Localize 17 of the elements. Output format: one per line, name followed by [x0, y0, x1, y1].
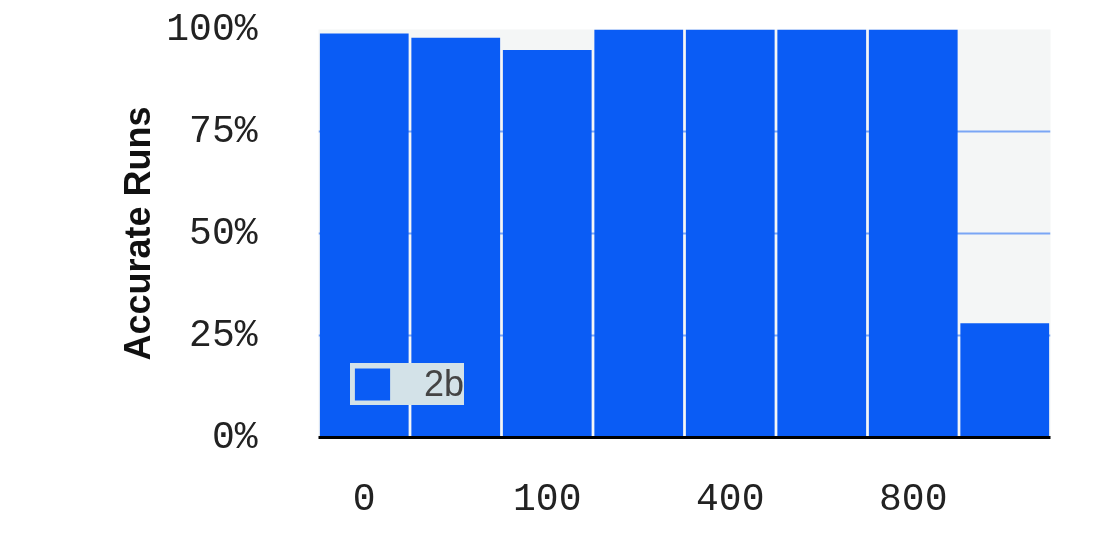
y-tick-label: 25% — [189, 314, 258, 357]
legend-label: 2b — [424, 363, 465, 405]
y-tick-label: 50% — [189, 212, 258, 255]
y-axis-title: Accurate Runs — [117, 106, 159, 361]
y-tick-label: 100% — [166, 8, 258, 51]
bar — [960, 323, 1050, 438]
bar — [502, 49, 592, 438]
bar — [777, 29, 867, 438]
y-tick-label: 0% — [211, 416, 258, 459]
x-tick-label: 100 — [513, 477, 582, 521]
x-tick-label: 400 — [696, 477, 765, 521]
bar — [685, 29, 775, 438]
y-tick-label: 75% — [189, 110, 258, 153]
bar — [868, 29, 958, 438]
bar — [594, 29, 684, 438]
x-tick-label: 0 — [352, 477, 376, 521]
x-tick-label: 800 — [879, 477, 948, 521]
